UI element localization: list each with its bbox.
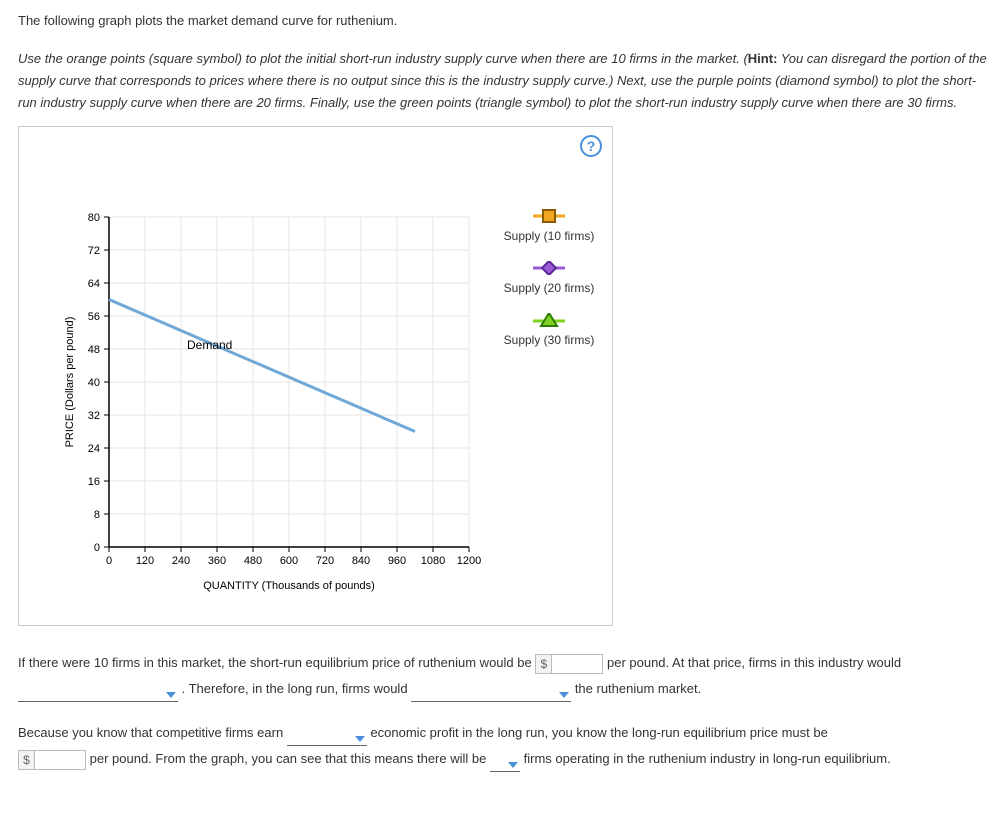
svg-text:840: 840	[352, 555, 370, 567]
svg-text:480: 480	[244, 555, 262, 567]
svg-text:24: 24	[88, 443, 100, 455]
svg-text:PRICE (Dollars per pound): PRICE (Dollars per pound)	[64, 317, 76, 448]
svg-text:1080: 1080	[421, 555, 445, 567]
instructions: Use the orange points (square symbol) to…	[18, 48, 989, 114]
q2-text-a: Because you know that competitive firms …	[18, 725, 283, 740]
q1-text-a: If there were 10 firms in this market, t…	[18, 655, 532, 670]
q1-text-b: per pound. At that price, firms in this …	[607, 655, 901, 670]
svg-text:360: 360	[208, 555, 226, 567]
svg-text:960: 960	[388, 555, 406, 567]
help-icon[interactable]: ?	[580, 135, 602, 157]
svg-text:56: 56	[88, 311, 100, 323]
diamond-icon	[529, 261, 569, 275]
legend-entry-20[interactable]: Supply (20 firms)	[489, 261, 609, 295]
dropdown-firm-count[interactable]	[490, 756, 520, 773]
svg-text:0: 0	[94, 542, 100, 554]
price-input-longrun[interactable]: $	[18, 750, 86, 770]
svg-text:48: 48	[88, 344, 100, 356]
q1-text-d: the ruthenium market.	[575, 681, 701, 696]
svg-text:240: 240	[172, 555, 190, 567]
q2-text-c: per pound. From the graph, you can see t…	[90, 751, 487, 766]
svg-text:QUANTITY (Thousands of pounds): QUANTITY (Thousands of pounds)	[203, 580, 375, 592]
svg-text:720: 720	[316, 555, 334, 567]
legend: Supply (10 firms) Supply (20 firms) Supp…	[489, 209, 609, 365]
svg-text:40: 40	[88, 377, 100, 389]
svg-text:1200: 1200	[457, 555, 481, 567]
svg-text:8: 8	[94, 509, 100, 521]
hint-label: Hint:	[748, 51, 778, 66]
question-para-2: Because you know that competitive firms …	[18, 720, 989, 772]
dollar-sign: $	[536, 655, 552, 673]
price-field[interactable]	[552, 655, 602, 673]
svg-text:32: 32	[88, 410, 100, 422]
dropdown-profit-type[interactable]	[287, 730, 367, 747]
svg-text:600: 600	[280, 555, 298, 567]
svg-text:72: 72	[88, 245, 100, 257]
square-icon	[529, 209, 569, 223]
svg-text:64: 64	[88, 278, 100, 290]
svg-text:0: 0	[106, 555, 112, 567]
legend-entry-30[interactable]: Supply (30 firms)	[489, 313, 609, 347]
intro-text: The following graph plots the market dem…	[18, 12, 989, 30]
chart-panel: ? 0 120 240 360 480 600 720 840 960 1080 1200 0 8 16 2…	[18, 126, 613, 626]
legend-label: Supply (20 firms)	[504, 281, 595, 295]
q2-text-b: economic profit in the long run, you kno…	[370, 725, 827, 740]
dropdown-enter-exit[interactable]	[411, 686, 571, 703]
instructions-part-a: Use the orange points (square symbol) to…	[18, 51, 748, 66]
q2-text-d: firms operating in the ruthenium industr…	[524, 751, 891, 766]
dropdown-profit-loss[interactable]	[18, 686, 178, 703]
dollar-sign: $	[19, 751, 35, 769]
price-field[interactable]	[35, 751, 85, 769]
q1-text-c: . Therefore, in the long run, firms woul…	[182, 681, 408, 696]
question-para-1: If there were 10 firms in this market, t…	[18, 650, 989, 702]
price-input-10firms[interactable]: $	[535, 654, 603, 674]
triangle-icon	[529, 313, 569, 327]
svg-text:80: 80	[88, 212, 100, 224]
svg-text:Demand: Demand	[187, 338, 232, 352]
svg-text:120: 120	[136, 555, 154, 567]
legend-label: Supply (10 firms)	[504, 229, 595, 243]
svg-text:16: 16	[88, 476, 100, 488]
legend-label: Supply (30 firms)	[504, 333, 595, 347]
legend-entry-10[interactable]: Supply (10 firms)	[489, 209, 609, 243]
